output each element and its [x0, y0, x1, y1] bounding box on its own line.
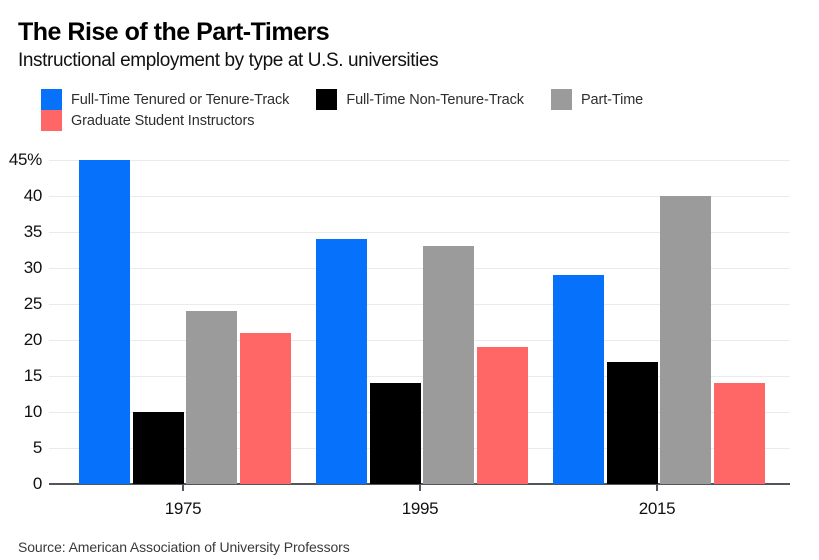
bar-1975-part-time	[186, 311, 237, 484]
gridline	[49, 268, 790, 269]
y-axis-label: 40	[23, 186, 43, 205]
bar-1995-graduate-student-instructors	[477, 347, 528, 484]
legend-item-part-time: Part-Time	[550, 89, 644, 110]
bar-1995-part-time	[423, 246, 474, 484]
y-axis-label: 0	[32, 474, 42, 493]
legend-swatch-full-time-non-tenure-track	[316, 89, 338, 110]
bar-1975-graduate-student-instructors	[240, 333, 291, 484]
legend-row: Full-Time Tenured or Tenure-Track Full-Ti…	[41, 89, 670, 110]
legend-item-full-time-non-tenure-track: Full-Time Non-Tenure-Track	[316, 89, 524, 110]
x-axis-tick	[182, 484, 184, 491]
bar-1975-full-time-non-tenure-track	[133, 412, 184, 484]
legend-swatch-graduate-student-instructors	[41, 110, 62, 131]
legend-label: Full-Time Tenured or Tenure-Track	[71, 91, 290, 108]
legend-item-graduate-student-instructors: Graduate Student Instructors	[41, 110, 254, 131]
gridline	[49, 160, 790, 161]
legend-label: Part-Time	[580, 91, 644, 108]
y-axis-label: 15	[23, 366, 43, 385]
x-axis-tick	[419, 484, 421, 491]
legend-label: Full-Time Non-Tenure-Track	[346, 91, 524, 108]
gridline	[49, 196, 790, 197]
bar-1975-full-time-tenured-or-tenure-track	[79, 160, 130, 484]
chart-subtitle: Instructional employment by type at U.S.…	[18, 50, 439, 71]
bar-1995-full-time-tenured-or-tenure-track	[316, 239, 367, 484]
gridline	[49, 340, 790, 341]
chart-legend: Full-Time Tenured or Tenure-Track Full-Ti…	[41, 89, 670, 131]
bar-2015-full-time-tenured-or-tenure-track	[553, 275, 604, 484]
x-axis-label: 1975	[164, 499, 202, 518]
bar-1995-full-time-non-tenure-track	[370, 383, 421, 484]
gridline	[49, 232, 790, 233]
legend-label: Graduate Student Instructors	[71, 112, 255, 129]
y-axis-label: 35	[23, 222, 43, 241]
y-axis-label: 45%	[8, 150, 42, 169]
x-axis-label: 1995	[401, 499, 439, 518]
y-axis-label: 30	[23, 258, 43, 277]
legend-item-full-time-tenured-or-tenure-track: Full-Time Tenured or Tenure-Track	[41, 89, 289, 110]
legend-swatch-full-time-tenured-or-tenure-track	[41, 89, 62, 110]
bar-2015-graduate-student-instructors	[714, 383, 765, 484]
bar-2015-full-time-non-tenure-track	[607, 362, 658, 484]
chart-title: The Rise of the Part-Timers	[18, 18, 330, 46]
gridline	[49, 304, 790, 305]
y-axis-label: 5	[32, 438, 42, 457]
source-note: Source: American Association of Universi…	[18, 539, 350, 555]
bar-2015-part-time	[660, 196, 711, 484]
gridline	[49, 376, 790, 377]
x-axis-label: 2015	[638, 499, 676, 518]
legend-swatch-part-time	[550, 89, 572, 110]
y-axis-label: 25	[23, 294, 43, 313]
x-axis-tick	[656, 484, 658, 491]
legend-row: Graduate Student Instructors	[41, 110, 670, 131]
y-axis-label: 20	[23, 330, 43, 349]
y-axis-label: 10	[23, 402, 43, 421]
